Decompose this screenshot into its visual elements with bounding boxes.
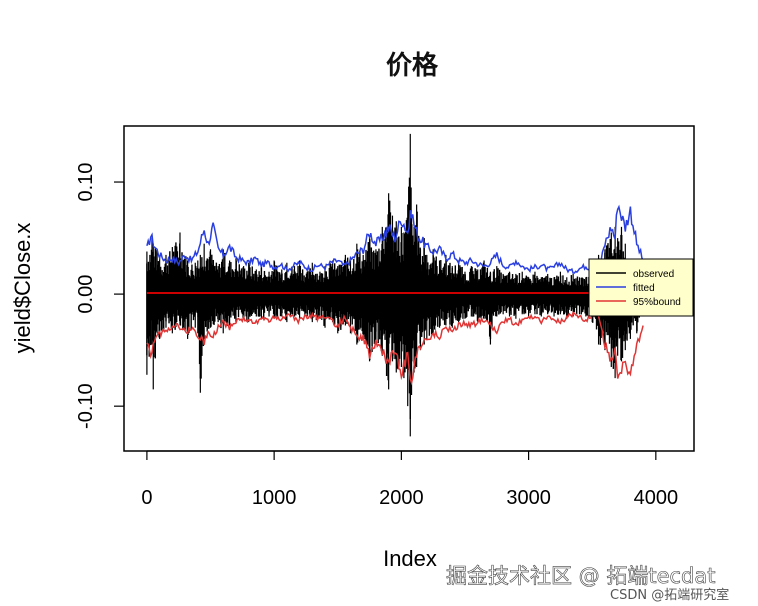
x-axis: 0 1000 2000 3000 4000 [141, 450, 679, 509]
watermark-csdn: CSDN @拓端研究室 [610, 587, 729, 603]
legend-label: 95%bound [633, 297, 681, 308]
y-tick-label: -0.10 [75, 383, 97, 429]
legend: observed fitted 95%bound [588, 258, 694, 317]
x-tick-label: 3000 [506, 487, 551, 509]
x-tick-label: 4000 [634, 487, 679, 509]
watermark-main: 掘金技术社区 @ 拓端tecdat [446, 564, 715, 588]
x-tick-label: 1000 [252, 487, 297, 509]
x-axis-label: Index [383, 546, 437, 571]
y-axis: -0.10 0.00 0.10 [75, 163, 125, 429]
y-tick-label: 0.00 [75, 275, 97, 314]
x-tick-label: 0 [141, 487, 152, 509]
fitted-line [146, 204, 644, 274]
y-tick-label: 0.10 [75, 163, 97, 202]
chart-title: 价格 [386, 50, 439, 81]
y-axis-label: yield$Close.x [10, 223, 35, 354]
x-tick-label: 2000 [379, 487, 424, 509]
95%bound-line [146, 311, 644, 386]
line-series [146, 204, 644, 386]
legend-label: observed [633, 269, 674, 280]
observed-series [146, 133, 644, 437]
legend-label: fitted [633, 283, 655, 294]
